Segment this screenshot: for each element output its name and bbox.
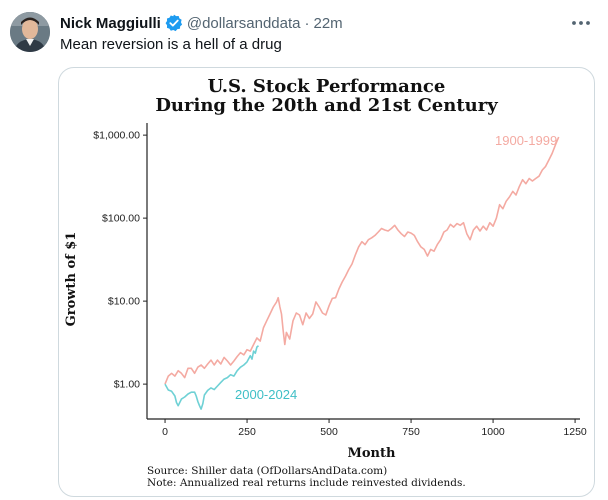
series-label-1900-1999: 1900-1999 <box>495 133 557 148</box>
series-line-1900-1999 <box>164 136 560 385</box>
y-tick-label: $100.00 <box>102 213 140 225</box>
x-tick-label: 1000 <box>481 426 505 438</box>
x-axis-label: Month <box>348 446 397 461</box>
display-name[interactable]: Nick Maggiulli <box>60 14 161 32</box>
y-axis-label: Growth of $1 <box>64 232 79 327</box>
x-tick-label: 750 <box>402 426 420 438</box>
header-separator: · <box>304 14 310 32</box>
returns-note: Note: Annualized real returns include re… <box>147 477 466 489</box>
x-tick-label: 500 <box>320 426 338 438</box>
verified-badge-icon[interactable] <box>165 14 183 32</box>
avatar[interactable] <box>10 12 50 52</box>
x-tick-label: 250 <box>238 426 256 438</box>
chart-plot: 0 250 500 750 1000 1250 $1.00 $10.00 $100.00 $1,0… <box>64 123 587 461</box>
tweet-text: Mean reversion is a hell of a drug <box>60 36 282 53</box>
timestamp[interactable]: 22m <box>313 14 343 32</box>
media-card[interactable]: U.S. Stock Performance During the 20th a… <box>58 67 595 497</box>
y-tick-label: $1,000.00 <box>93 130 140 142</box>
more-options-button[interactable] <box>570 12 592 34</box>
chart-title-line2: During the 20th and 21st Century <box>155 95 498 116</box>
user-handle[interactable]: @dollarsanddata <box>186 14 301 32</box>
y-tick-label: $10.00 <box>108 296 140 308</box>
x-tick-label: 0 <box>162 426 168 438</box>
avatar-photo <box>10 12 50 52</box>
series-line-2000-2024 <box>164 345 260 410</box>
x-tick-label: 1250 <box>563 426 587 438</box>
chart-title-line1: U.S. Stock Performance <box>207 76 446 97</box>
tweet-header: Nick Maggiulli @dollarsanddata · 22m <box>60 12 343 34</box>
more-horizontal-icon <box>572 21 590 25</box>
series-label-2000-2024: 2000-2024 <box>235 387 297 402</box>
y-tick-label: $1.00 <box>114 379 140 391</box>
source-note: Source: Shiller data (OfDollarsAndData.c… <box>147 465 388 477</box>
